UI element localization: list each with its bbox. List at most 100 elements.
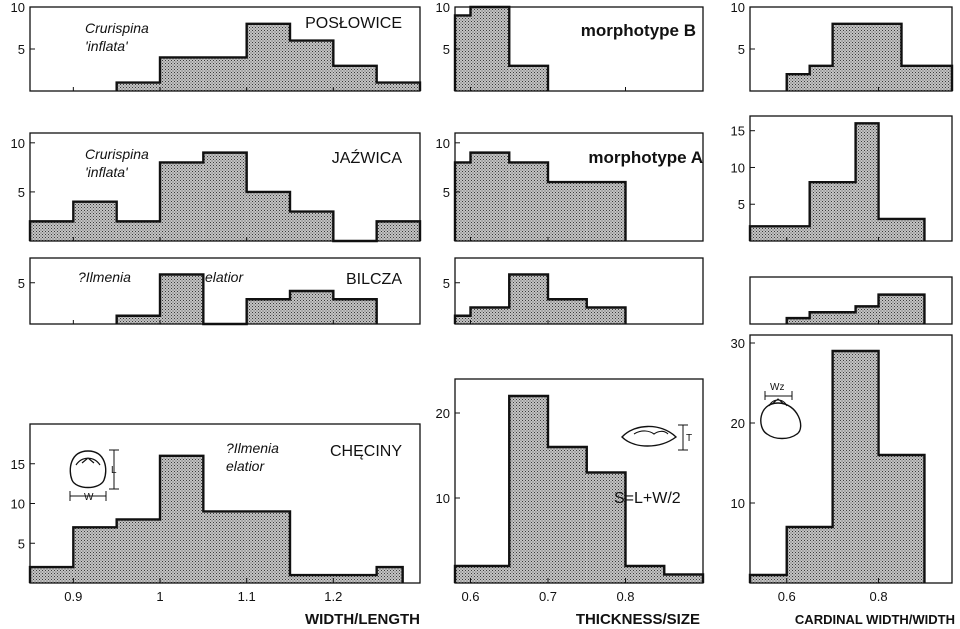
panel-frame — [454, 378, 704, 584]
histogram-panel-wl-poslowice: 5 10 — [11, 0, 422, 92]
histogram-bar — [548, 182, 587, 241]
symbol-t: T — [686, 433, 692, 444]
panel-frame — [749, 115, 953, 242]
y-tick-label: 10 — [436, 491, 450, 506]
panel-frame — [749, 276, 953, 325]
x-tick-label: 1.1 — [238, 589, 256, 604]
histogram-bar — [924, 65, 952, 91]
histogram-bar — [160, 274, 204, 324]
size-formula: S=L+W/2 — [614, 490, 681, 507]
histogram-bar — [246, 23, 290, 91]
histogram-bar — [832, 182, 856, 241]
x-axis-label-width-length: WIDTH/LENGTH — [305, 611, 420, 628]
taxon-label-checiny-1: ?Ilmenia — [226, 440, 279, 456]
histogram-bar — [855, 306, 879, 324]
morphotype-a-label: morphotype A — [588, 148, 703, 167]
shell-outline-icon-checiny: L W — [69, 449, 119, 503]
histogram-panel-cw-poslowice: 5 10 — [731, 0, 954, 92]
histogram-bar — [333, 65, 377, 91]
histogram-bar — [809, 312, 833, 324]
histogram-bar — [901, 218, 925, 241]
histogram-panel-ts-bilcza: 5 — [443, 257, 704, 325]
histogram-bar — [160, 162, 204, 241]
location-label-bilcza: BILCZA — [346, 271, 402, 288]
location-label-jazwica: JAŹWICA — [332, 148, 403, 167]
histogram-bar — [901, 65, 925, 91]
histogram-bar — [290, 575, 334, 583]
y-tick-label: 5 — [738, 42, 745, 57]
shell-cardinal-icon: Wz — [760, 382, 802, 440]
histogram-bar — [832, 351, 856, 583]
x-tick-label: 0.6 — [778, 589, 796, 604]
histogram-bar — [160, 455, 204, 583]
y-tick-label: 10 — [731, 496, 745, 511]
histogram-bar — [116, 315, 160, 324]
histogram-outline — [115, 273, 378, 326]
histogram-bar — [509, 396, 548, 583]
y-tick-label: 5 — [18, 536, 25, 551]
histogram-bar — [855, 351, 879, 583]
histogram-bar — [548, 447, 587, 583]
y-tick-label: 20 — [436, 406, 450, 421]
panel-frame — [454, 132, 704, 242]
histogram-bar — [203, 152, 247, 241]
x-tick-label: 0.6 — [461, 589, 479, 604]
histogram-bar — [901, 455, 925, 583]
y-tick-label: 5 — [18, 42, 25, 57]
histogram-bar — [809, 182, 833, 241]
histogram-bar — [878, 294, 902, 324]
histogram-bar — [832, 312, 856, 324]
location-label-poslowice: POSŁOWICE — [305, 15, 402, 32]
taxon-label-checiny-2: elatior — [226, 458, 265, 474]
taxon-label-jazwica-2: 'inflata' — [85, 164, 129, 180]
y-tick-label: 10 — [11, 0, 25, 15]
histogram-panel-ts-morph-b: 5 10 — [436, 0, 704, 92]
histogram-bar — [455, 315, 471, 324]
histogram-panel-cw-bilcza — [749, 276, 953, 325]
y-tick-label: 5 — [738, 197, 745, 212]
histogram-panel-cw-jazwica: 5 10 15 — [731, 115, 953, 242]
y-tick-label: 10 — [436, 0, 450, 15]
y-tick-label: 5 — [443, 42, 450, 57]
histogram-bar — [548, 299, 587, 324]
histogram-bar — [470, 7, 510, 91]
panel-frame — [29, 132, 421, 242]
histogram-panel-wl-checiny: 5 10 15 — [11, 423, 421, 584]
taxon-label-bilcza-2: elatior — [205, 269, 244, 285]
histogram-bar — [73, 527, 117, 583]
histogram-bar — [455, 566, 471, 583]
histogram-bar — [376, 82, 420, 91]
histogram-bar — [30, 221, 74, 241]
taxon-label-bilcza-1: ?Ilmenia — [78, 269, 131, 285]
symbol-l: L — [111, 465, 117, 476]
histogram-bar — [290, 40, 334, 91]
histogram-bar — [750, 226, 787, 241]
histogram-bar — [455, 15, 471, 91]
histogram-bar — [878, 218, 902, 241]
histogram-bar — [333, 299, 377, 324]
y-tick-label: 30 — [731, 336, 745, 351]
y-tick-label: 10 — [731, 160, 745, 175]
location-label-checiny: CHĘCINY — [330, 443, 402, 460]
symbol-w: W — [84, 492, 94, 503]
histogram-bar — [470, 307, 510, 324]
histogram-outline — [453, 273, 627, 324]
histogram-bar — [30, 567, 74, 583]
x-tick-label: 0.9 — [64, 589, 82, 604]
histogram-bar — [878, 23, 902, 91]
y-tick-label: 5 — [443, 185, 450, 200]
taxon-label-jazwica-1: Crurispina — [85, 146, 149, 162]
histogram-bar — [116, 82, 160, 91]
x-axis-label-thickness-size: THICKNESS/SIZE — [576, 611, 700, 628]
histogram-bar — [664, 574, 703, 583]
histogram-panel-wl-bilcza: 5 — [18, 257, 421, 326]
histogram-outline — [748, 122, 926, 241]
histogram-bar — [116, 519, 160, 583]
histogram-bar — [809, 527, 833, 583]
histogram-bar — [376, 567, 403, 583]
y-tick-label: 5 — [443, 276, 450, 291]
y-tick-label: 15 — [11, 457, 25, 472]
panel-frame — [29, 257, 421, 325]
panel-frame — [749, 334, 953, 584]
